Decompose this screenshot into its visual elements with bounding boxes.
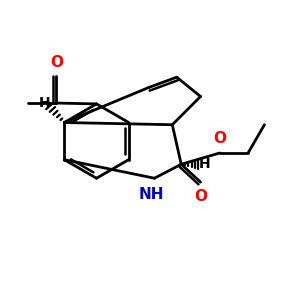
Text: H: H [199,157,210,171]
Text: O: O [213,131,226,146]
Text: NH: NH [139,187,164,202]
Text: H: H [38,96,50,110]
Text: O: O [194,189,207,204]
Text: O: O [50,55,63,70]
